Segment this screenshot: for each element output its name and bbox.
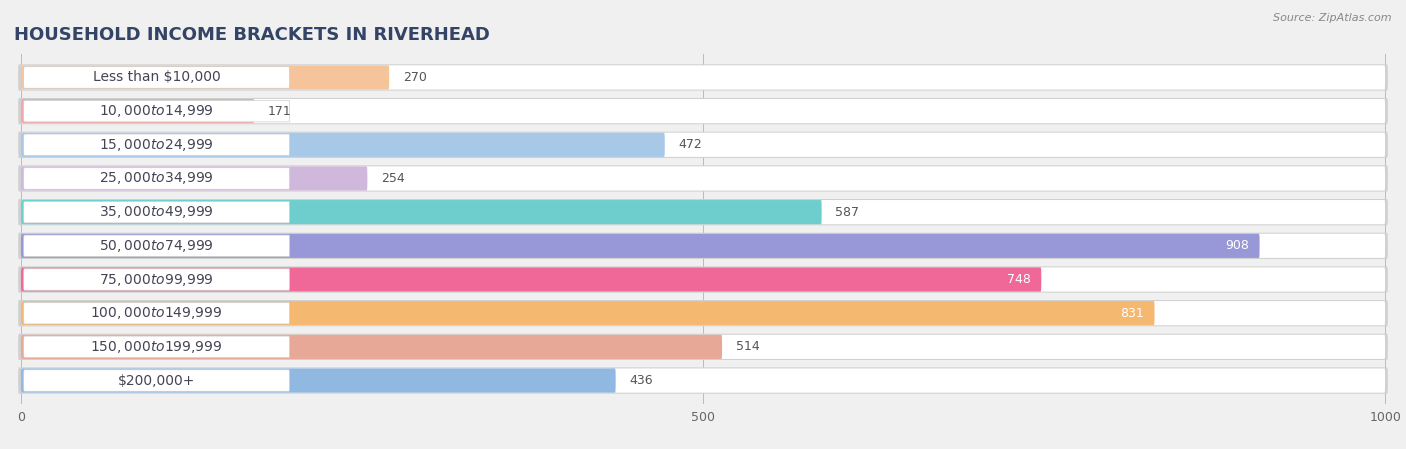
FancyBboxPatch shape: [21, 233, 1385, 258]
FancyBboxPatch shape: [18, 300, 1388, 326]
Text: 270: 270: [404, 71, 427, 84]
Text: 254: 254: [381, 172, 405, 185]
Text: $35,000 to $49,999: $35,000 to $49,999: [100, 204, 214, 220]
FancyBboxPatch shape: [24, 269, 290, 290]
Text: $100,000 to $149,999: $100,000 to $149,999: [90, 305, 222, 321]
Text: 908: 908: [1225, 239, 1249, 252]
FancyBboxPatch shape: [24, 167, 290, 189]
FancyBboxPatch shape: [21, 267, 1385, 292]
Text: $25,000 to $34,999: $25,000 to $34,999: [100, 171, 214, 186]
FancyBboxPatch shape: [18, 98, 1388, 124]
FancyBboxPatch shape: [18, 334, 1388, 360]
FancyBboxPatch shape: [21, 368, 616, 392]
FancyBboxPatch shape: [21, 267, 1042, 292]
FancyBboxPatch shape: [24, 235, 290, 256]
FancyBboxPatch shape: [18, 266, 1388, 293]
Text: $15,000 to $24,999: $15,000 to $24,999: [100, 137, 214, 153]
FancyBboxPatch shape: [21, 65, 1385, 89]
FancyBboxPatch shape: [24, 370, 290, 392]
FancyBboxPatch shape: [18, 367, 1388, 394]
FancyBboxPatch shape: [21, 99, 254, 123]
Text: 472: 472: [679, 138, 702, 151]
FancyBboxPatch shape: [18, 132, 1388, 158]
Text: Source: ZipAtlas.com: Source: ZipAtlas.com: [1274, 13, 1392, 23]
Text: $75,000 to $99,999: $75,000 to $99,999: [100, 272, 214, 287]
FancyBboxPatch shape: [18, 165, 1388, 192]
FancyBboxPatch shape: [21, 301, 1154, 325]
FancyBboxPatch shape: [24, 100, 290, 122]
FancyBboxPatch shape: [21, 166, 1385, 190]
Text: 587: 587: [835, 206, 859, 219]
FancyBboxPatch shape: [21, 301, 1385, 325]
FancyBboxPatch shape: [21, 65, 389, 89]
FancyBboxPatch shape: [21, 200, 821, 224]
FancyBboxPatch shape: [24, 134, 290, 155]
FancyBboxPatch shape: [21, 233, 1260, 258]
FancyBboxPatch shape: [18, 233, 1388, 259]
FancyBboxPatch shape: [24, 303, 290, 324]
Text: $200,000+: $200,000+: [118, 374, 195, 387]
FancyBboxPatch shape: [21, 166, 367, 190]
Text: $150,000 to $199,999: $150,000 to $199,999: [90, 339, 222, 355]
Text: 748: 748: [1007, 273, 1031, 286]
FancyBboxPatch shape: [21, 200, 1385, 224]
FancyBboxPatch shape: [24, 336, 290, 357]
FancyBboxPatch shape: [18, 64, 1388, 91]
Text: 831: 831: [1121, 307, 1143, 320]
Text: 436: 436: [630, 374, 652, 387]
Text: HOUSEHOLD INCOME BRACKETS IN RIVERHEAD: HOUSEHOLD INCOME BRACKETS IN RIVERHEAD: [14, 26, 489, 44]
FancyBboxPatch shape: [21, 133, 1385, 157]
Text: 514: 514: [735, 340, 759, 353]
FancyBboxPatch shape: [21, 368, 1385, 392]
Text: $50,000 to $74,999: $50,000 to $74,999: [100, 238, 214, 254]
Text: Less than $10,000: Less than $10,000: [93, 70, 221, 84]
FancyBboxPatch shape: [24, 66, 290, 88]
FancyBboxPatch shape: [24, 201, 290, 223]
FancyBboxPatch shape: [21, 335, 1385, 359]
FancyBboxPatch shape: [18, 199, 1388, 225]
Text: 171: 171: [267, 105, 291, 118]
FancyBboxPatch shape: [21, 335, 723, 359]
FancyBboxPatch shape: [21, 133, 665, 157]
Text: $10,000 to $14,999: $10,000 to $14,999: [100, 103, 214, 119]
FancyBboxPatch shape: [21, 99, 1385, 123]
